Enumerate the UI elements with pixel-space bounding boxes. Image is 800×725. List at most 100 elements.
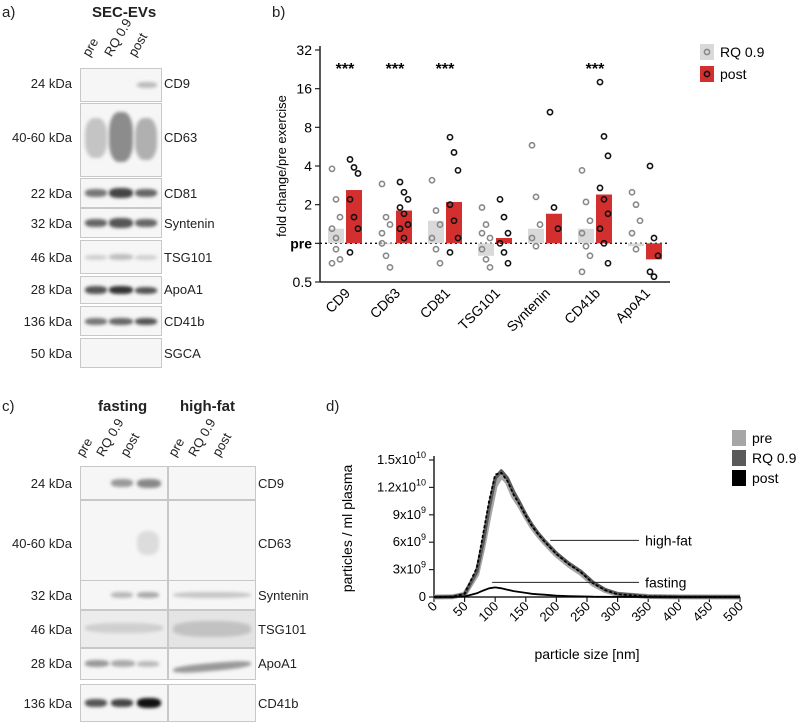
blot-cd81 (80, 178, 162, 208)
group-label-fasting: fasting (98, 398, 148, 415)
panel-a-label: a) (2, 4, 16, 21)
kda-label: 40-60 kDa (12, 130, 72, 145)
lane-label-post: post (117, 430, 143, 459)
legend-label: RQ 0.9 (752, 450, 797, 466)
band (85, 219, 107, 227)
data-point (378, 239, 386, 247)
band (109, 254, 133, 260)
significance-mark: *** (386, 61, 405, 78)
data-point (550, 204, 558, 211)
legend-label: post (752, 470, 779, 486)
x-tick-label: 300 (598, 599, 624, 625)
data-point (582, 242, 590, 250)
band (109, 218, 133, 228)
x-tick-label: 200 (537, 599, 563, 625)
protein-label: CD81 (164, 186, 198, 201)
data-point (354, 170, 362, 177)
protein-label: ApoA1 (164, 282, 204, 297)
data-point (336, 213, 344, 221)
protein-label: CD41b (164, 314, 205, 329)
data-point (600, 132, 608, 140)
protein-label: Syntenin (258, 588, 309, 603)
x-tick-label: 450 (690, 599, 716, 625)
blot-cd63-fasting (80, 500, 168, 594)
legend-swatch (732, 430, 746, 446)
data-point (500, 248, 508, 256)
legend-label: pre (752, 430, 772, 446)
y-tick-label: 2 (304, 197, 312, 213)
data-point (436, 259, 444, 267)
band (109, 112, 133, 162)
bar-post (396, 210, 412, 244)
x-tick-label: Syntenin (503, 285, 553, 335)
band (173, 621, 251, 637)
significance-mark: *** (336, 61, 355, 78)
blot-cd9-highfat (168, 466, 256, 500)
protein-label: CD41b (258, 696, 299, 711)
blot-syntenin (80, 208, 162, 238)
x-tick-label: 0 (424, 599, 440, 615)
data-point (646, 162, 654, 170)
data-point (500, 213, 508, 221)
reference-label: pre (290, 235, 312, 251)
band (109, 318, 133, 325)
band (111, 592, 133, 598)
kda-label: 40-60 kDa (12, 536, 72, 551)
data-point (432, 245, 440, 253)
x-tick-label: CD63 (366, 285, 403, 322)
band (109, 188, 133, 198)
protein-label: CD9 (258, 476, 285, 491)
y-tick-label: 16 (296, 81, 312, 97)
data-point (478, 245, 486, 253)
data-point (332, 245, 340, 253)
data-point (628, 188, 636, 196)
band (85, 699, 107, 707)
data-point (478, 229, 486, 237)
data-point (396, 225, 404, 233)
band (135, 318, 157, 325)
lane-label-post: post (125, 30, 151, 59)
data-point (582, 198, 590, 206)
y-tick-label: 1.5x1010 (377, 450, 426, 467)
y-tick-label: 8 (304, 119, 312, 135)
data-point (504, 259, 512, 267)
data-point (482, 255, 490, 263)
x-tick-label: CD9 (322, 285, 353, 316)
kda-label: 28 kDa (30, 282, 72, 297)
data-point (354, 225, 362, 233)
x-tick-label: 100 (475, 599, 501, 625)
x-tick-label: TSG101 (455, 285, 503, 333)
data-point (346, 195, 354, 203)
data-point (382, 252, 390, 260)
data-point (528, 141, 536, 149)
blot-cd41b (80, 306, 162, 336)
y-axis-label: particles / ml plasma (340, 464, 355, 592)
data-point (450, 149, 458, 156)
data-point (446, 201, 454, 209)
series-line-post (433, 471, 741, 598)
x-tick-label: 150 (506, 599, 532, 625)
data-point (486, 234, 494, 242)
band (137, 82, 157, 88)
data-point (400, 210, 408, 218)
data-point (332, 195, 340, 203)
x-tick-label: 50 (450, 599, 471, 620)
data-point (446, 133, 454, 141)
panel-a-title: SEC-EVs (92, 4, 157, 21)
data-point (428, 176, 436, 184)
y-axis-label: fold change/pre exercise (274, 95, 289, 237)
data-point (496, 195, 504, 203)
band (85, 255, 107, 260)
x-tick-label: CD41b (561, 285, 603, 327)
band (135, 219, 157, 227)
blot-apoa1 (80, 276, 162, 304)
data-point (336, 255, 344, 263)
data-point (604, 210, 612, 218)
data-point (332, 234, 340, 242)
x-tick-label: 500 (720, 599, 746, 625)
data-point (400, 234, 408, 242)
legend-swatch (732, 470, 746, 486)
data-point (632, 201, 640, 209)
legend-label: RQ 0.9 (720, 44, 765, 60)
